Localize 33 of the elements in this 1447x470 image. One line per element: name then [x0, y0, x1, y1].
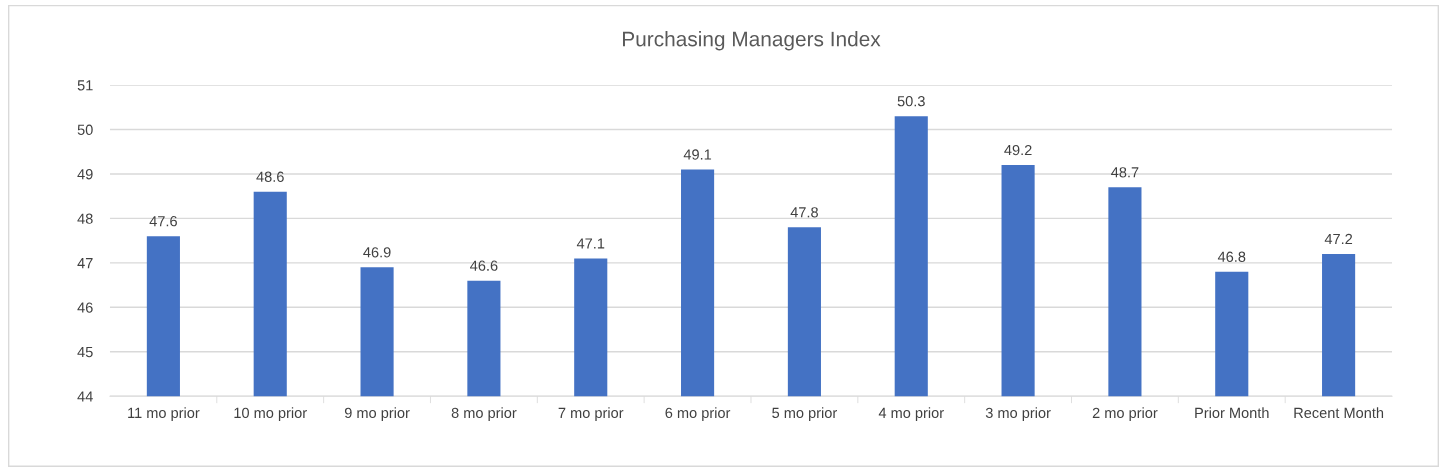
data-label: 46.9: [363, 247, 391, 258]
data-label: 47.8: [790, 207, 818, 218]
data-label: 49.1: [683, 149, 712, 160]
x-tick-label: 3 mo prior: [985, 407, 1051, 421]
data-label: 46.8: [1217, 251, 1246, 262]
y-tick-label: 50: [77, 124, 93, 135]
data-label: 47.1: [576, 238, 605, 249]
data-label: 46.6: [470, 260, 498, 271]
x-tick-label: Recent Month: [1294, 407, 1384, 419]
y-tick-label: 45: [77, 347, 93, 358]
x-tick-label: 2 mo prior: [1092, 407, 1158, 421]
data-label: 49.2: [1004, 144, 1032, 156]
x-tick-label: 8 mo prior: [451, 407, 517, 421]
y-tick-label: 44: [77, 391, 93, 402]
x-tick-label: 7 mo prior: [558, 407, 624, 421]
x-tick-label: 6 mo prior: [665, 407, 731, 421]
chart-title: Purchasing Managers Index: [623, 31, 881, 51]
y-tick-label: 47: [77, 258, 93, 269]
x-tick-label: Prior Month: [1195, 407, 1269, 419]
x-tick-label: 9 mo prior: [344, 407, 410, 421]
x-tick-label: 10 mo prior: [234, 407, 307, 421]
x-tick-label: 11 mo prior: [128, 407, 200, 421]
data-label: 50.3: [897, 96, 925, 107]
x-tick-label: 5 mo prior: [772, 407, 837, 421]
data-label: 48.6: [256, 171, 284, 182]
x-tick-label: 4 mo prior: [878, 407, 944, 421]
y-tick-label: 48: [77, 213, 93, 224]
y-tick-label: 51: [77, 80, 93, 91]
data-label: 47.6: [149, 216, 177, 227]
data-label: 47.2: [1324, 233, 1353, 244]
y-tick-label: 46: [77, 302, 93, 313]
data-label: 48.7: [1111, 167, 1139, 178]
y-tick-label: 49: [77, 169, 93, 180]
